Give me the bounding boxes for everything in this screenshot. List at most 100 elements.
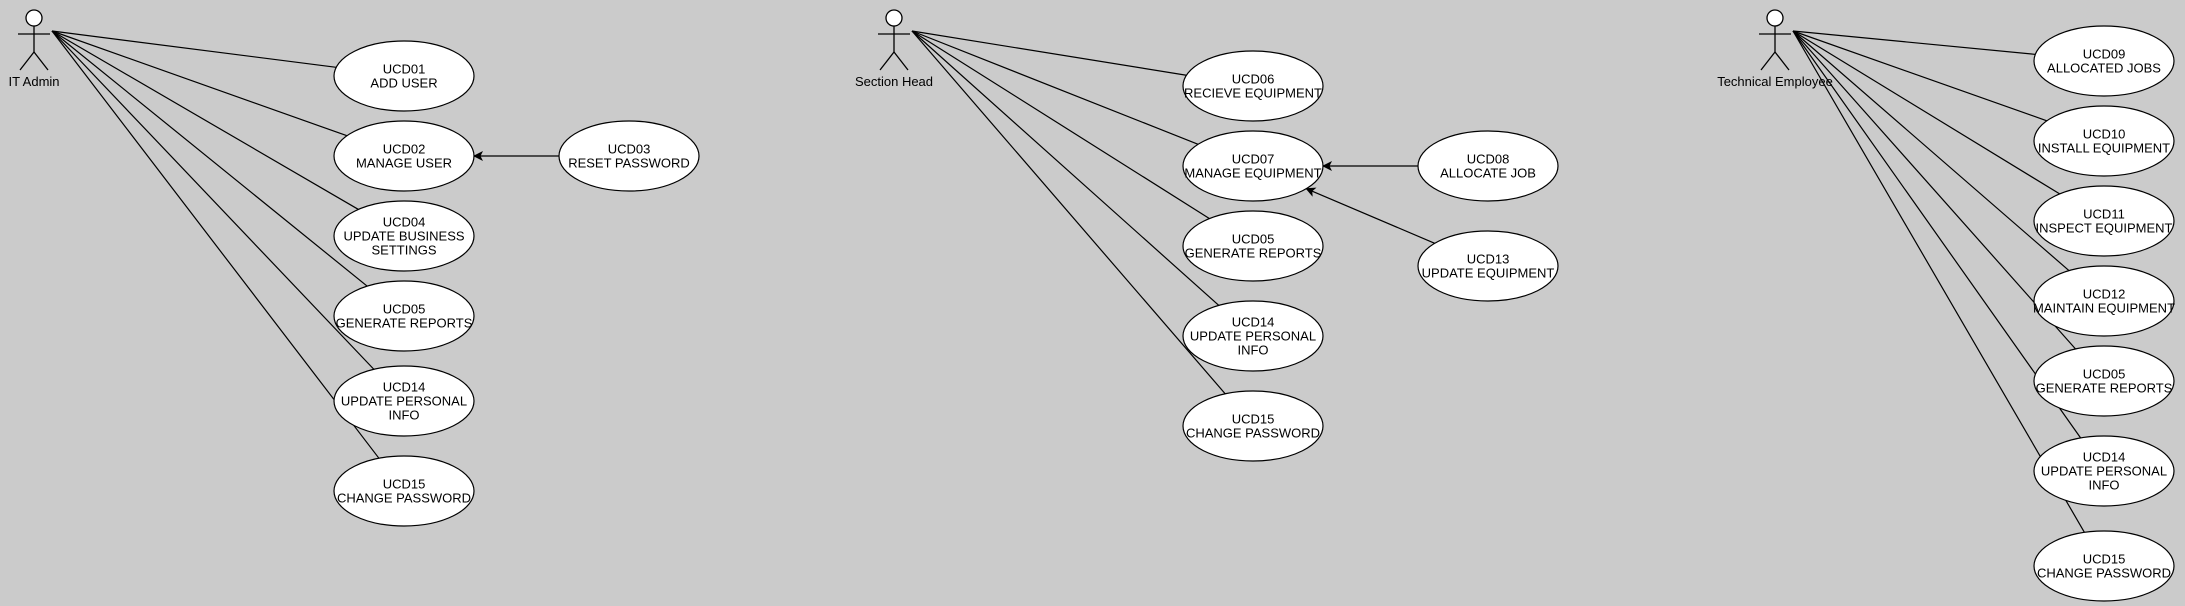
use-case-ellipse[interactable]	[1417, 130, 1559, 202]
association-line-technical-employee-t-ucd09	[1792, 30, 2036, 55]
association-line-technical-employee-t-ucd10	[1792, 30, 2048, 122]
use-case-code: UCD03	[608, 142, 651, 157]
use-case-title-line: ALLOCATE JOB	[1440, 166, 1536, 181]
association-line-it-admin-a-ucd04	[51, 30, 359, 210]
use-case-title-line: CHANGE PASSWORD	[337, 491, 471, 506]
association-line-section-head-s-ucd14	[911, 30, 1220, 306]
association-line-section-head-s-ucd06	[911, 30, 1187, 76]
use-case-ellipse[interactable]	[2033, 435, 2175, 507]
use-case-ellipse[interactable]	[333, 280, 475, 352]
use-case-code: UCD05	[383, 302, 426, 317]
use-case-title-line: GENERATE REPORTS	[2036, 381, 2173, 396]
use-case-title-line: RECIEVE EQUIPMENT	[1184, 86, 1322, 101]
use-case-ellipse[interactable]	[333, 455, 475, 527]
use-case-ellipse[interactable]	[2033, 345, 2175, 417]
use-case-ellipse[interactable]	[2033, 265, 2175, 337]
association-line-it-admin-a-ucd14	[51, 30, 375, 370]
association-line-technical-employee-t-ucd12	[1792, 30, 2070, 272]
use-case-code: UCD14	[1232, 315, 1275, 330]
use-case-title-line: GENERATE REPORTS	[1185, 246, 1322, 261]
use-case-ellipse[interactable]	[333, 200, 475, 272]
use-case-ellipse[interactable]	[333, 365, 475, 437]
actor-technical-employee[interactable]: Technical Employee	[1717, 9, 1833, 89]
use-case-code: UCD13	[1467, 252, 1510, 267]
use-case-ellipse[interactable]	[2033, 105, 2175, 177]
association-line-section-head-s-ucd05	[911, 30, 1210, 220]
use-case-code: UCD14	[2083, 450, 2126, 465]
use-case-title-line: UPDATE PERSONAL	[2041, 464, 2167, 479]
use-case-title-line: MANAGE USER	[356, 156, 452, 171]
use-case-code: UCD15	[1232, 412, 1275, 427]
use-case-code: UCD11	[2083, 207, 2125, 222]
use-case-ellipse[interactable]	[333, 120, 475, 192]
use-case-title-line: UPDATE BUSINESS	[343, 229, 464, 244]
use-case-ellipse[interactable]	[1182, 390, 1324, 462]
use-case-code: UCD15	[383, 477, 426, 492]
use-case-ellipse[interactable]	[1182, 50, 1324, 122]
actors-layer: IT Admin Section Head Technical Employee	[8, 9, 1833, 89]
dependency-arrow-s-ucd13-s-ucd07	[1305, 187, 1435, 244]
use-case-title-line: RESET PASSWORD	[568, 156, 690, 171]
association-line-it-admin-a-ucd02	[51, 30, 348, 137]
use-case-code: UCD14	[383, 380, 426, 395]
association-line-it-admin-a-ucd15	[51, 30, 380, 459]
use-case-ellipse[interactable]	[2033, 25, 2175, 97]
use-case-title-line: GENERATE REPORTS	[336, 316, 473, 331]
association-line-section-head-s-ucd07	[911, 30, 1199, 145]
use-case-ellipse[interactable]	[333, 40, 475, 112]
stick-figure-icon	[878, 9, 910, 71]
use-case-code: UCD10	[2083, 127, 2126, 142]
association-line-technical-employee-t-ucd15	[1792, 30, 2085, 533]
use-case-ellipse[interactable]	[1182, 300, 1324, 372]
use-case-code: UCD02	[383, 142, 426, 157]
use-case-title-line: CHANGE PASSWORD	[1186, 426, 1320, 441]
use-case-ellipse[interactable]	[2033, 530, 2175, 602]
use-case-title-line: INFO	[388, 408, 419, 423]
use-case-ellipse[interactable]	[1417, 230, 1559, 302]
actor-section-head[interactable]: Section Head	[855, 9, 933, 89]
use-case-title-line: INSTALL EQUIPMENT	[2038, 141, 2170, 156]
actor-it-admin[interactable]: IT Admin	[8, 9, 60, 89]
use-case-title-line: SETTINGS	[371, 243, 436, 258]
use-case-title-line: INFO	[2088, 478, 2119, 493]
use-case-title-line: UPDATE PERSONAL	[341, 394, 467, 409]
use-case-title-line: ADD USER	[370, 76, 437, 91]
use-case-code: UCD06	[1232, 72, 1275, 87]
use-case-ellipse[interactable]	[558, 120, 700, 192]
use-case-title-line: UPDATE EQUIPMENT	[1422, 266, 1555, 281]
connectors-layer	[51, 30, 2085, 533]
use-case-code: UCD04	[383, 215, 426, 230]
use-case-code: UCD15	[2083, 552, 2126, 567]
use-case-ellipse[interactable]	[1182, 130, 1324, 202]
stick-figure-icon	[18, 9, 50, 71]
use-case-title-line: UPDATE PERSONAL	[1190, 329, 1316, 344]
association-line-section-head-s-ucd15	[911, 30, 1226, 395]
actor-label: Technical Employee	[1717, 74, 1833, 89]
use-case-ellipse[interactable]	[2033, 185, 2175, 257]
use-case-ellipse[interactable]	[1182, 210, 1324, 282]
stick-figure-icon	[1759, 9, 1791, 71]
